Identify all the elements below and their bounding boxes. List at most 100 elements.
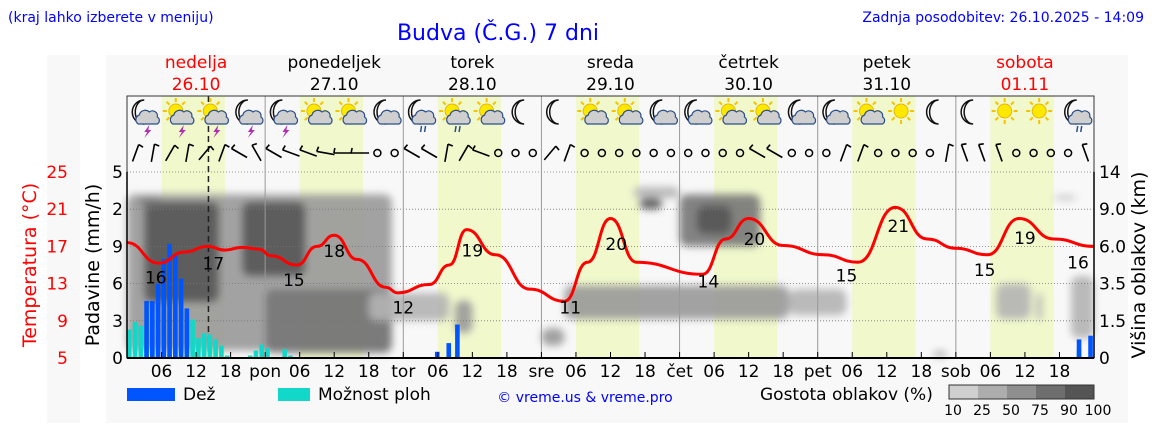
day-name: nedelja [165,53,227,73]
precip-tick-label: 0 [112,349,123,369]
moon-cloud-thunder-icon [131,99,160,138]
moon-cloud-icon [373,99,402,125]
wind-barb-icon [1081,142,1090,162]
copyright-link[interactable]: © vreme.us & vreme.pro [497,390,672,406]
day-name: sreda [587,53,634,73]
weather-icons [131,98,1093,138]
rain-bar [455,324,460,358]
shower-bar [190,319,195,358]
day-name: ponedeljek [287,53,381,73]
cloud-patch [932,350,948,358]
wind-calm-icon [891,148,900,158]
rain-bar [144,300,149,358]
precipitation-bars [127,243,1093,358]
colorbar-label: 25 [973,403,991,419]
sun-cloud-icon [611,98,644,125]
wind-calm-icon [787,148,797,158]
cloud-density-legend-label: Gostota oblakov (%) [760,385,933,405]
temperature-label: 16 [1067,253,1089,273]
shower-bar [219,345,224,358]
x-tick-label: 12 [1014,362,1036,382]
wind-calm-icon [873,148,883,158]
sun-cloud-icon [473,98,506,125]
cloud-axis-title: Višina oblakov (km) [1128,172,1150,359]
wind-barb-icon [299,145,318,157]
axis-label-background [80,55,106,423]
cloud-height-tick-label: 3.5 [1099,275,1126,295]
wind-barb-icon [977,142,986,162]
x-tick-label: 12 [185,362,207,382]
temperature-label: 11 [559,299,581,319]
sun-cloud-icon [577,98,609,125]
shower-bar [224,355,230,358]
wind-barb-icon [281,145,300,157]
wind-calm-icon [390,148,399,158]
wind-calm-icon [632,148,641,158]
moon-icon [925,99,939,125]
sun-icon [991,98,1018,124]
colorbar-step [1007,385,1036,399]
sun-cloud-icon [749,98,782,125]
x-tick-label: 12 [876,362,898,382]
wind-calm-icon [597,148,607,158]
day-name: četrtek [718,53,779,73]
colorbar-step [978,385,1007,399]
rain-bar [150,300,155,358]
cloud-patch [696,205,732,234]
colorbar-label: 50 [1002,403,1020,419]
shower-bar [288,355,293,358]
temperature-series: 16 17 15 18 12 19 11 20 14 20 15 21 15 19 16 [126,205,1095,319]
temp-tick-label: 25 [46,163,68,183]
wind-calm-icon [683,148,693,158]
rain-bar [155,283,161,358]
wind-calm-icon [614,148,624,158]
wind-calm-icon [373,148,382,158]
wind-calm-icon [701,148,710,158]
sun-icon [888,98,915,124]
colorbar-label: 10 [944,403,962,419]
temperature-label: 19 [1014,229,1036,249]
wind-calm-icon [908,148,917,158]
menu-hint[interactable]: (kraj lahko izberete v meniju) [8,10,214,26]
cloud-density-colorbar: 10 25 50 75 90 100 [944,384,1111,419]
temperature-label: 15 [974,261,996,281]
wind-barb-icon [857,143,869,162]
rain-bar [178,278,184,358]
rain-bar [167,243,172,358]
cloud-patch [368,292,450,321]
shower-bar [207,334,213,358]
shower-legend-label: Možnost ploh [318,385,431,405]
wind-barb-icon [198,145,215,161]
x-tick-label: 12 [323,362,345,382]
wind-barb-icon [960,142,969,162]
day-date: 28.10 [448,75,497,95]
x-tick-label: pet [804,362,832,382]
x-tick-label: sre [528,362,554,382]
rain-bar [446,343,452,358]
rain-bar [434,351,440,358]
cloud-patch [541,328,565,346]
temp-tick-label: 5 [57,349,68,369]
shower-bar [138,325,144,358]
wind-barb-icon [444,143,454,163]
cloud-patch [1036,292,1043,321]
moon-icon [960,99,974,125]
cloud-patch [996,283,1031,319]
moon-cloud-icon [649,99,678,125]
wind-barb-icon [944,143,954,163]
x-tick-label: 18 [1049,362,1071,382]
wind-barb-icon [563,143,576,162]
wind-calm-icon [1063,148,1073,158]
wind-calm-icon [494,148,503,158]
temperature-label: 14 [698,272,720,292]
shower-bar [265,348,270,358]
x-tick-label: pon [249,362,281,382]
day-date: 01.11 [1001,75,1050,95]
x-tick-label: 06 [703,362,725,382]
precip-tick-label: 3 [112,312,123,332]
cloud-height-tick-label: 14 [1099,163,1121,183]
legend: Dež Možnost ploh © vreme.us & vreme.pro … [127,384,1111,419]
rain-legend-swatch [127,388,175,401]
day-date: 27.10 [310,75,359,95]
cloud-patch [564,285,789,319]
